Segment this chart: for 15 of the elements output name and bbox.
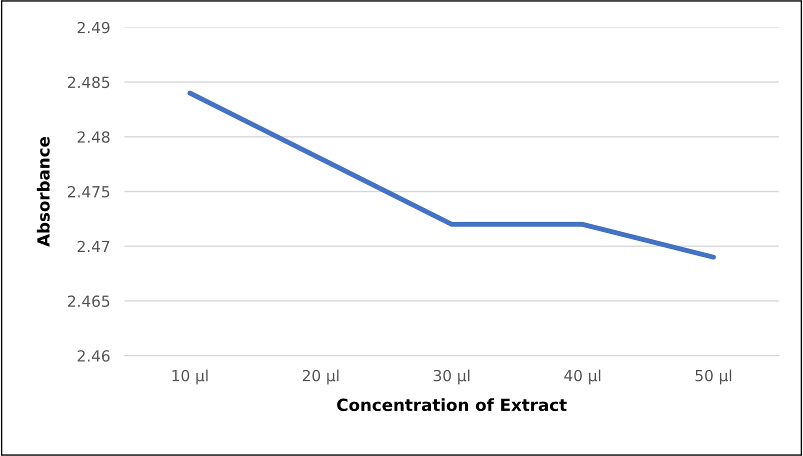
y-tick-label: 2.47 (78, 240, 110, 252)
y-tick-label: 2.475 (68, 186, 110, 198)
y-tick-label: 2.49 (78, 22, 110, 34)
x-tick-label: 30 µl (434, 370, 470, 384)
line-series (187, 90, 716, 260)
y-tick-label: 2.46 (78, 350, 110, 362)
x-tick-label: 20 µl (302, 370, 338, 384)
y-tick-label: 2.48 (78, 131, 110, 143)
x-tick-label: 10 µl (172, 370, 208, 384)
x-axis-title: Concentration of Extract (337, 398, 567, 412)
x-tick-label: 40 µl (564, 370, 600, 384)
y-tick-label: 2.485 (68, 76, 110, 88)
y-tick-label: 2.465 (68, 295, 110, 307)
y-axis-title: Absorbance (36, 137, 50, 247)
x-tick-label: 50 µl (696, 370, 732, 384)
